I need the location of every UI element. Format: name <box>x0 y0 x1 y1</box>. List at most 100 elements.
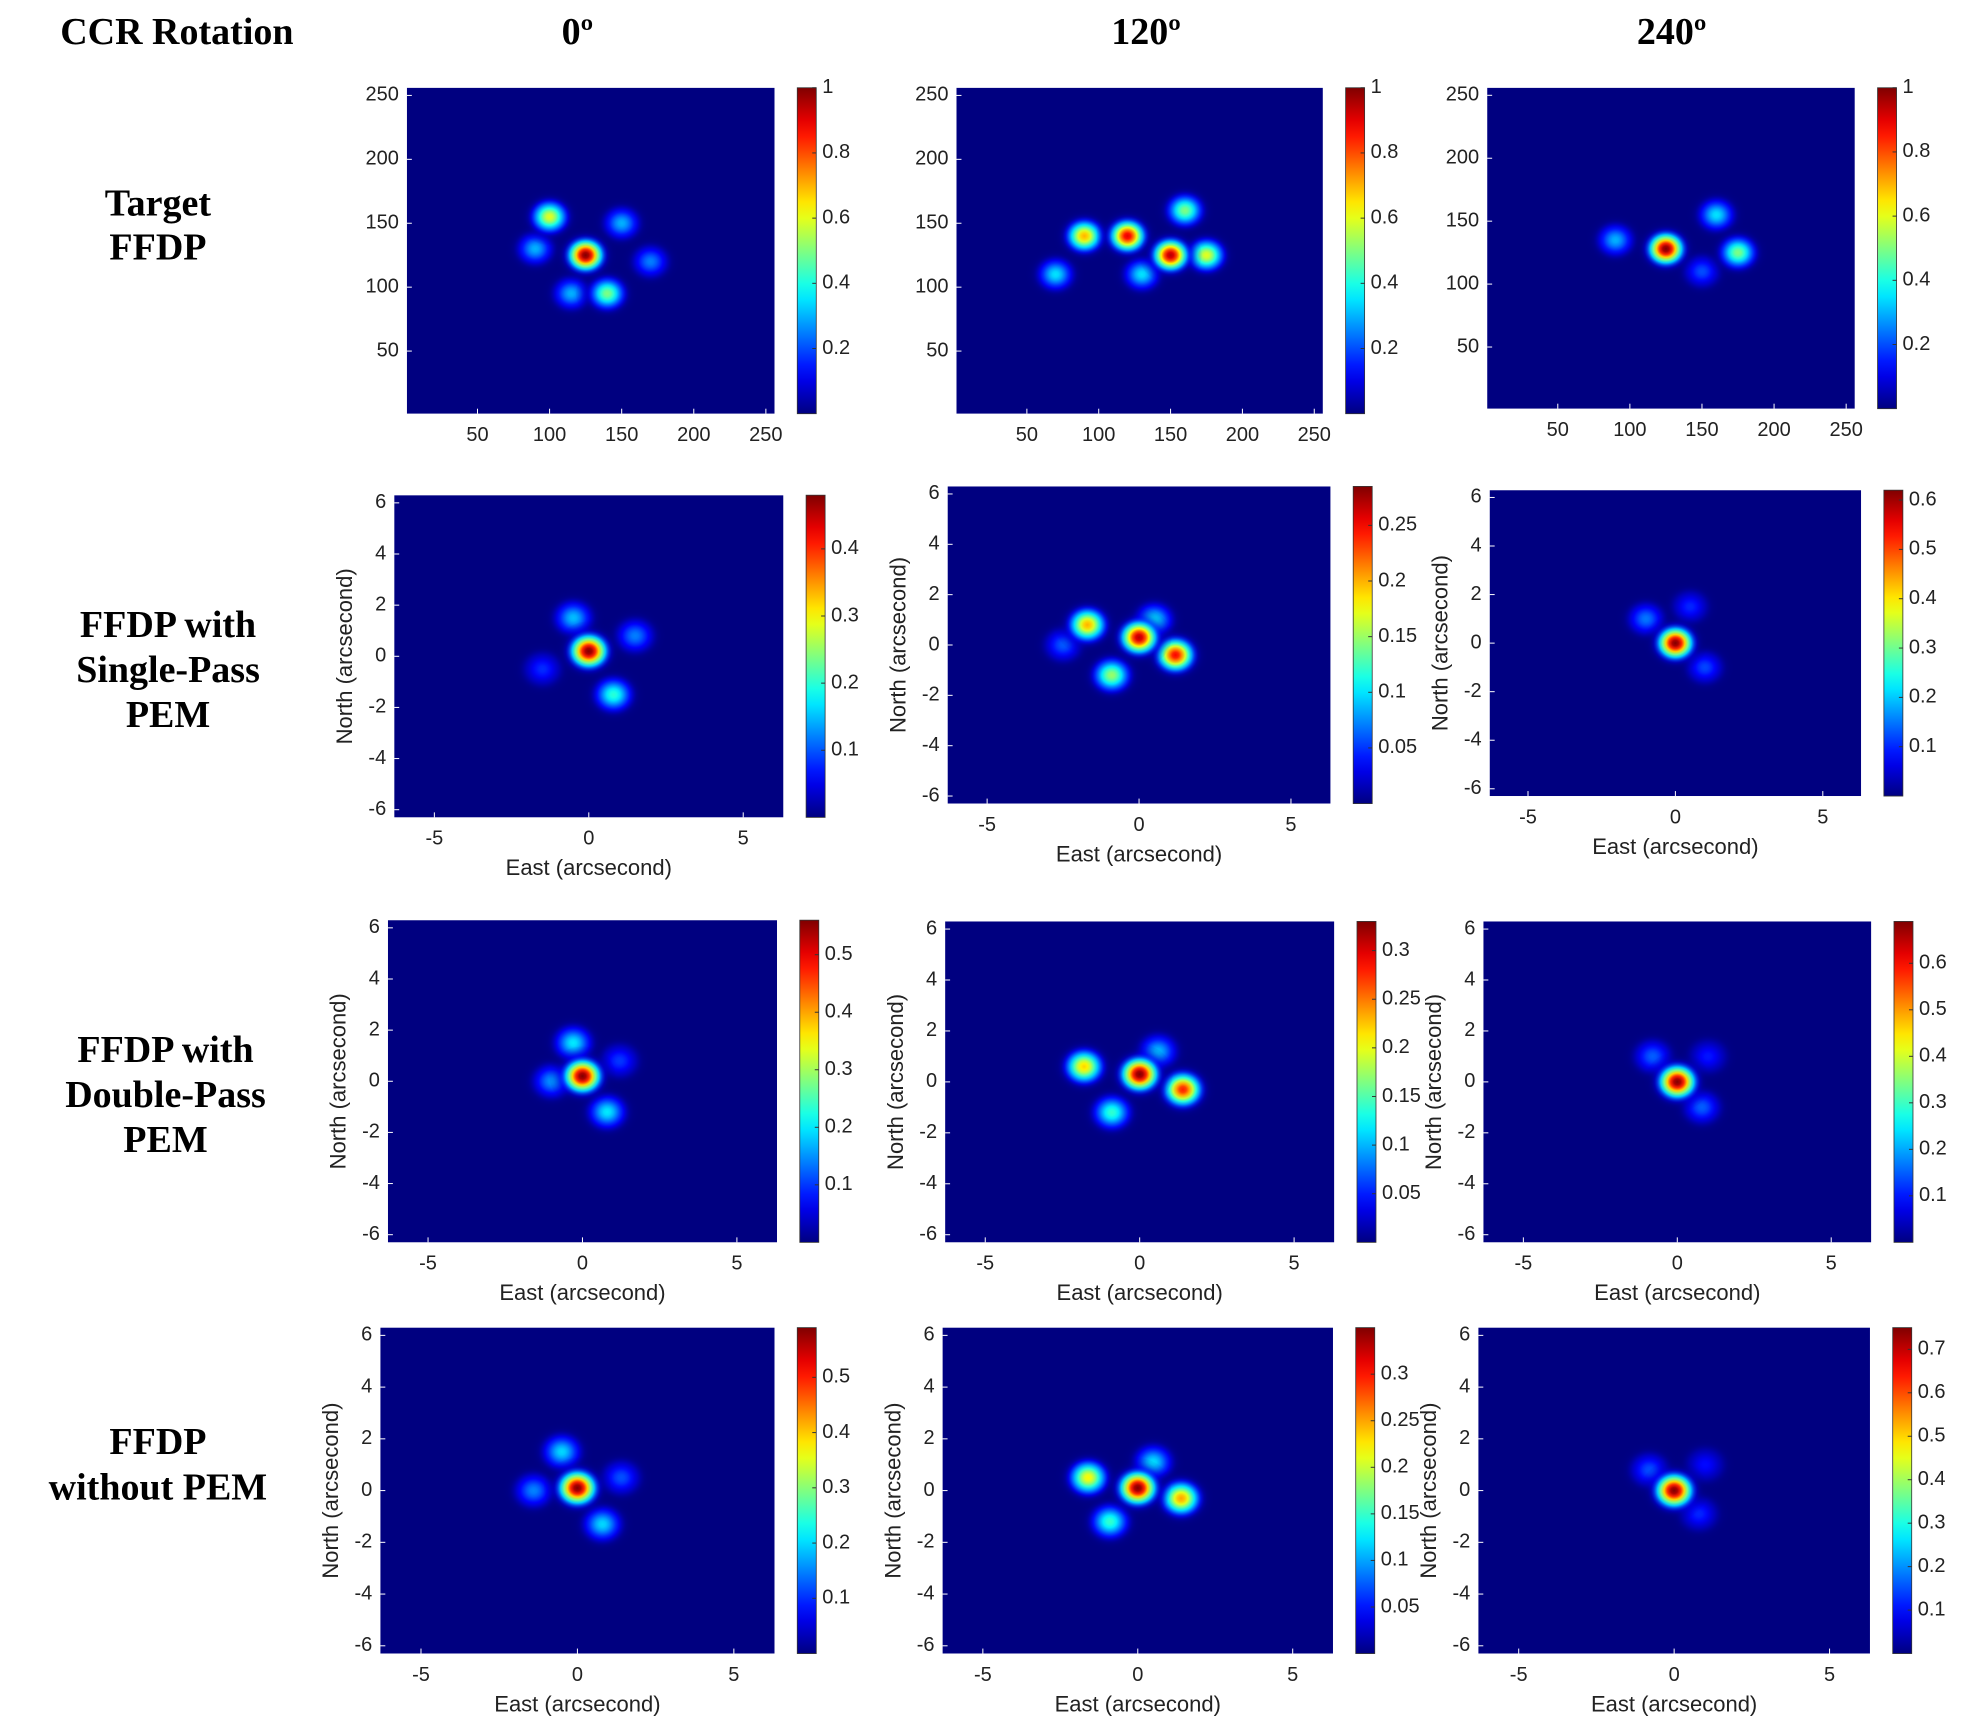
heatmap-blob <box>1706 224 1770 281</box>
x-tick-label: 0 <box>1134 1253 1145 1275</box>
y-tick-label: -4 <box>362 1172 380 1194</box>
colorbar <box>799 919 820 1243</box>
colorbar-tick-label: 0.3 <box>1918 1511 1946 1533</box>
y-tick-label: -2 <box>1464 680 1482 702</box>
y-tick-label: 4 <box>923 1375 934 1397</box>
heatmap <box>947 486 1331 804</box>
x-tick-label: 5 <box>1817 806 1828 828</box>
y-tick-label: 2 <box>928 583 939 605</box>
colorbar-tick-label: 0.15 <box>1381 1502 1420 1524</box>
x-tick-label: 5 <box>731 1253 742 1275</box>
y-axis-label: North (arcsecond) <box>1416 1403 1441 1579</box>
x-tick-label: 100 <box>1613 419 1646 441</box>
colorbar <box>1352 486 1373 804</box>
x-tick-label: 100 <box>1082 424 1115 446</box>
colorbar-tick-label: 0.3 <box>1909 636 1937 658</box>
x-axis-label: East (arcsecond) <box>1057 1280 1223 1305</box>
y-tick-label: 4 <box>1471 534 1482 556</box>
colorbar-tick-label: 0.1 <box>1378 681 1406 703</box>
colorbar-tick-label: 0.3 <box>1919 1091 1947 1113</box>
colorbar <box>805 494 826 818</box>
colorbar-tick-label: 0.4 <box>1371 272 1399 294</box>
colorbar <box>1877 87 1897 410</box>
y-tick-label: 6 <box>928 482 939 504</box>
y-tick-label: -6 <box>355 1634 373 1656</box>
row-label: FFDP with <box>77 1029 253 1071</box>
y-axis-label: North (arcsecond) <box>880 1403 905 1579</box>
y-tick-label: 200 <box>365 148 398 170</box>
x-tick-label: 250 <box>1829 419 1862 441</box>
colorbar <box>1892 1327 1913 1654</box>
y-tick-label: 2 <box>1471 583 1482 605</box>
heatmap-blob <box>1644 1052 1711 1112</box>
colorbar-tick-label: 0.6 <box>1903 204 1931 226</box>
colorbar-tick-label: 0.2 <box>1903 333 1931 355</box>
y-tick-label: -2 <box>917 1531 935 1553</box>
colorbar-tick-label: 0.2 <box>1909 686 1937 708</box>
colorbar-tick-label: 0.2 <box>1919 1138 1947 1160</box>
colorbar <box>1355 1327 1376 1654</box>
x-tick-label: 200 <box>1757 419 1790 441</box>
colorbar-tick-label: 0.5 <box>1918 1425 1946 1447</box>
y-tick-label: -6 <box>919 1223 937 1245</box>
x-tick-label: 150 <box>1685 419 1718 441</box>
y-tick-label: -2 <box>919 1121 937 1143</box>
y-tick-label: 200 <box>915 148 948 170</box>
heatmap-blob <box>1054 595 1120 655</box>
y-tick-label: -2 <box>1452 1531 1470 1553</box>
x-tick-label: 50 <box>466 424 488 446</box>
y-tick-label: -4 <box>355 1582 373 1604</box>
row-label: Target <box>105 183 212 225</box>
row-label: Single-Pass <box>76 649 260 691</box>
y-tick-label: -4 <box>368 747 386 769</box>
y-tick-label: 2 <box>361 1427 372 1449</box>
colorbar-tick-label: 0.25 <box>1382 988 1421 1010</box>
y-tick-label: 4 <box>375 542 386 564</box>
y-tick-label: -6 <box>917 1634 935 1656</box>
colorbar-tick-label: 0.25 <box>1378 514 1417 536</box>
heatmap <box>956 87 1323 414</box>
colorbar-tick-label: 0.4 <box>1903 269 1931 291</box>
y-tick-label: 0 <box>928 633 939 655</box>
heatmap <box>1483 921 1872 1243</box>
colorbar-tick-label: 0.5 <box>1909 538 1937 560</box>
y-tick-label: -6 <box>368 798 386 820</box>
x-axis-label: East (arcsecond) <box>1056 841 1222 866</box>
heatmap-blob <box>1634 220 1698 277</box>
y-tick-label: -4 <box>1452 1582 1470 1604</box>
y-tick-label: 100 <box>365 275 398 297</box>
colorbar-tick-label: 0.15 <box>1382 1085 1421 1107</box>
colorbar-tick-label: 0.5 <box>1919 998 1947 1020</box>
colorbar-tick-label: 0.6 <box>1371 206 1399 228</box>
y-axis-label: North (arcsecond) <box>332 568 357 744</box>
colorbar-tick-label: 0.3 <box>1382 939 1410 961</box>
heatmap <box>942 1327 1333 1654</box>
y-tick-label: 6 <box>1459 1324 1470 1346</box>
heatmap-blob <box>554 227 617 284</box>
heatmap <box>1489 490 1862 797</box>
heatmap-blob <box>543 1457 611 1519</box>
x-tick-label: 5 <box>1824 1664 1835 1686</box>
colorbar-tick-label: 0.3 <box>822 1476 850 1498</box>
heatmap-blob <box>1106 1044 1173 1105</box>
y-tick-label: 100 <box>915 275 948 297</box>
colorbar-tick-label: 0.1 <box>1918 1598 1946 1620</box>
colorbar-tick-label: 0.4 <box>822 1421 850 1443</box>
colorbar <box>1893 921 1914 1243</box>
x-tick-label: 0 <box>583 828 594 850</box>
x-tick-label: -5 <box>1510 1664 1528 1686</box>
y-axis-label: North (arcsecond) <box>318 1403 343 1579</box>
y-tick-label: -6 <box>1458 1223 1476 1245</box>
heatmap-blob <box>1055 1447 1122 1508</box>
colorbar <box>796 87 817 415</box>
colorbar-tick-label: 0.15 <box>1378 625 1417 647</box>
y-tick-label: 150 <box>1446 209 1479 231</box>
heatmap-blob <box>1584 211 1647 269</box>
y-tick-label: 250 <box>365 84 398 106</box>
x-axis-label: East (arcsecond) <box>1592 834 1758 859</box>
heatmap-blob <box>1139 227 1202 284</box>
colorbar-tick-label: 0.4 <box>1909 587 1937 609</box>
colorbar-tick-label: 0.1 <box>1381 1549 1409 1571</box>
y-tick-label: 250 <box>1446 84 1479 106</box>
y-tick-label: -2 <box>355 1531 373 1553</box>
